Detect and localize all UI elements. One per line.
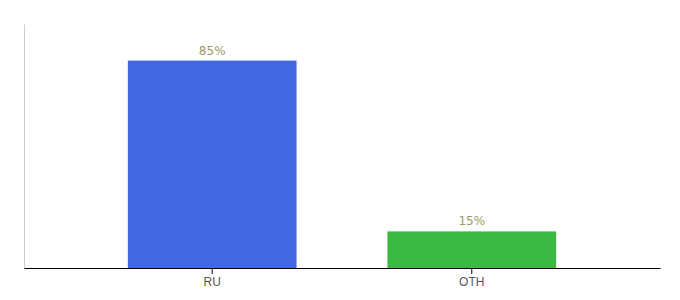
x-tick-label: OTH	[459, 275, 484, 289]
bars	[128, 61, 556, 268]
x-tick: RU	[204, 268, 221, 289]
plot-area: RU OTH 85% 15%	[25, 25, 661, 289]
bar	[128, 61, 297, 268]
x-tick: OTH	[459, 268, 484, 289]
x-tick-mark	[471, 268, 472, 274]
chart-container: RU OTH 85% 15%	[0, 0, 680, 300]
x-tick-label: RU	[204, 275, 221, 289]
y-axis-line	[24, 25, 25, 269]
x-tick-mark	[212, 268, 213, 274]
chart-svg: RU OTH 85% 15%	[0, 0, 680, 300]
data-labels: 85% 15%	[199, 44, 485, 229]
y-axis	[24, 25, 25, 269]
data-label: 85%	[199, 44, 226, 58]
data-label: 15%	[458, 214, 485, 228]
bar	[387, 231, 556, 268]
x-axis: RU OTH	[25, 268, 661, 289]
x-axis-line	[25, 268, 661, 269]
